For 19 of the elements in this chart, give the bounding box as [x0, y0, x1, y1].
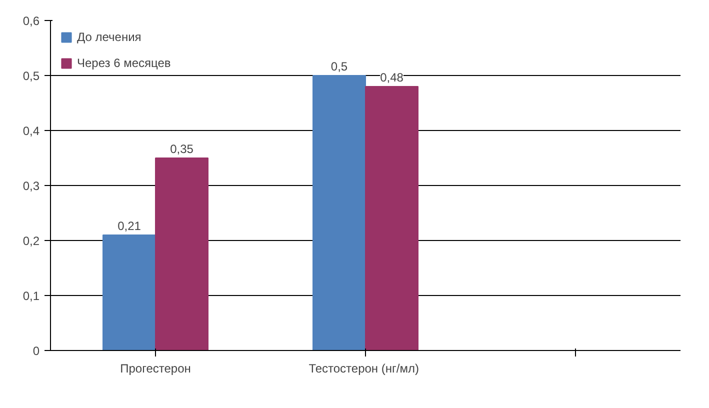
- bar: [102, 234, 156, 350]
- bar: [365, 86, 418, 350]
- y-tick-label: 0,3: [22, 179, 40, 193]
- x-tick-label: Тестостерон (нг/мл): [308, 362, 419, 376]
- y-tick-label: 0: [32, 344, 40, 358]
- y-tick-label: 0,2: [22, 234, 40, 248]
- x-tick-label: Прогестерон: [120, 362, 191, 376]
- text: 0,21: [118, 219, 141, 233]
- bar: [312, 75, 366, 350]
- text: 0,5: [330, 60, 348, 74]
- text: 0,48: [380, 70, 404, 84]
- legend-label: До лечения: [77, 30, 142, 44]
- y-tick-label: 0,6: [22, 14, 40, 28]
- y-tick-label: 0,4: [22, 124, 40, 138]
- bar: [155, 158, 208, 350]
- text: 0,35: [170, 142, 194, 156]
- legend-label: Через 6 месяцев: [77, 56, 171, 70]
- y-tick-label: 0,1: [22, 289, 40, 303]
- y-tick-label: 0,5: [22, 69, 40, 83]
